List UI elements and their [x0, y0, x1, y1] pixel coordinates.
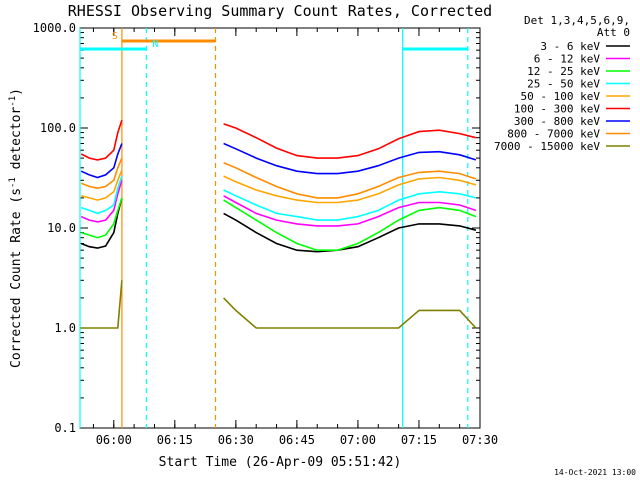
series-line	[223, 123, 477, 159]
y-axis-label-main: Corrected Count Rate (s	[9, 188, 24, 368]
x-tick-label: 06:30	[218, 433, 254, 447]
legend-label: 100 - 300 keV	[514, 103, 600, 116]
series-line	[81, 169, 123, 201]
series-line	[80, 143, 123, 179]
series-line	[223, 189, 477, 221]
series-line	[80, 119, 123, 161]
series-line	[80, 180, 123, 223]
y-tick-label: 100.0	[40, 121, 76, 135]
legend-label: 6 - 12 keV	[534, 53, 601, 66]
legend-label: 300 - 800 keV	[514, 115, 600, 128]
series-line	[223, 199, 477, 251]
x-tick-label: 06:00	[96, 433, 132, 447]
y-tick-label: 1.0	[54, 321, 76, 335]
x-tick-label: 07:00	[340, 433, 376, 447]
chart-title: RHESSI Observing Summary Count Rates, Co…	[68, 2, 492, 20]
x-tick-label: 07:30	[462, 433, 498, 447]
legend-label: 50 - 100 keV	[521, 90, 601, 103]
y-axis-label-mid: detector	[9, 107, 24, 178]
series-line	[223, 297, 477, 329]
legend-label: 800 - 7000 keV	[507, 128, 600, 141]
series-line	[81, 280, 123, 329]
series-line	[80, 197, 123, 239]
series-line	[223, 161, 477, 199]
x-tick-label: 07:15	[401, 433, 437, 447]
legend-label: 3 - 6 keV	[540, 40, 600, 53]
y-axis: 0.1 1.0 10.0 100.0 1000.0	[33, 21, 480, 435]
series-line	[223, 142, 477, 175]
x-axis: 06:00 06:15 06:30 06:45 07:00 07:15 07:30	[92, 28, 498, 447]
footer-timestamp: 14-Oct-2021 13:00	[554, 468, 636, 477]
y-tick-label: 0.1	[54, 421, 76, 435]
legend-label: 12 - 25 keV	[527, 65, 600, 78]
y-axis-label-sup1: -1	[8, 177, 18, 188]
plot-area: 06:00 06:15 06:30 06:45 07:00 07:15 07:30 0.1 1…	[33, 21, 498, 447]
series-line	[223, 212, 477, 253]
x-tick-label: 06:15	[157, 433, 193, 447]
svg-text:Corrected Count Rate (s-1 dete: Corrected Count Rate (s-1 detector-1)	[8, 88, 24, 368]
observing-flags: SN	[79, 28, 469, 428]
series-line	[223, 195, 477, 227]
plot-frame	[79, 27, 481, 429]
count-rate-series	[80, 119, 477, 329]
legend-label: 25 - 50 keV	[527, 78, 600, 91]
y-axis-label: Corrected Count Rate (s-1 detector-1)	[8, 88, 24, 368]
series-line	[80, 157, 123, 190]
legend-header-2: Att 0	[597, 26, 630, 39]
flag-label: S	[112, 31, 118, 42]
y-tick-label: 1000.0	[33, 21, 76, 35]
y-axis-label-end: )	[9, 88, 24, 96]
x-axis-label: Start Time (26-Apr-09 05:51:42)	[159, 455, 402, 470]
y-axis-label-sup2: -1	[8, 96, 18, 107]
series-line	[223, 175, 477, 204]
series-line	[80, 175, 123, 215]
flag-label: N	[152, 39, 158, 50]
y-tick-label: 10.0	[47, 221, 76, 235]
legend-label: 7000 - 15000 keV	[494, 140, 600, 153]
x-tick-label: 06:45	[279, 433, 315, 447]
series-line	[80, 197, 123, 249]
legend-header-1: Det 1,3,4,5,6,9,	[524, 14, 630, 27]
